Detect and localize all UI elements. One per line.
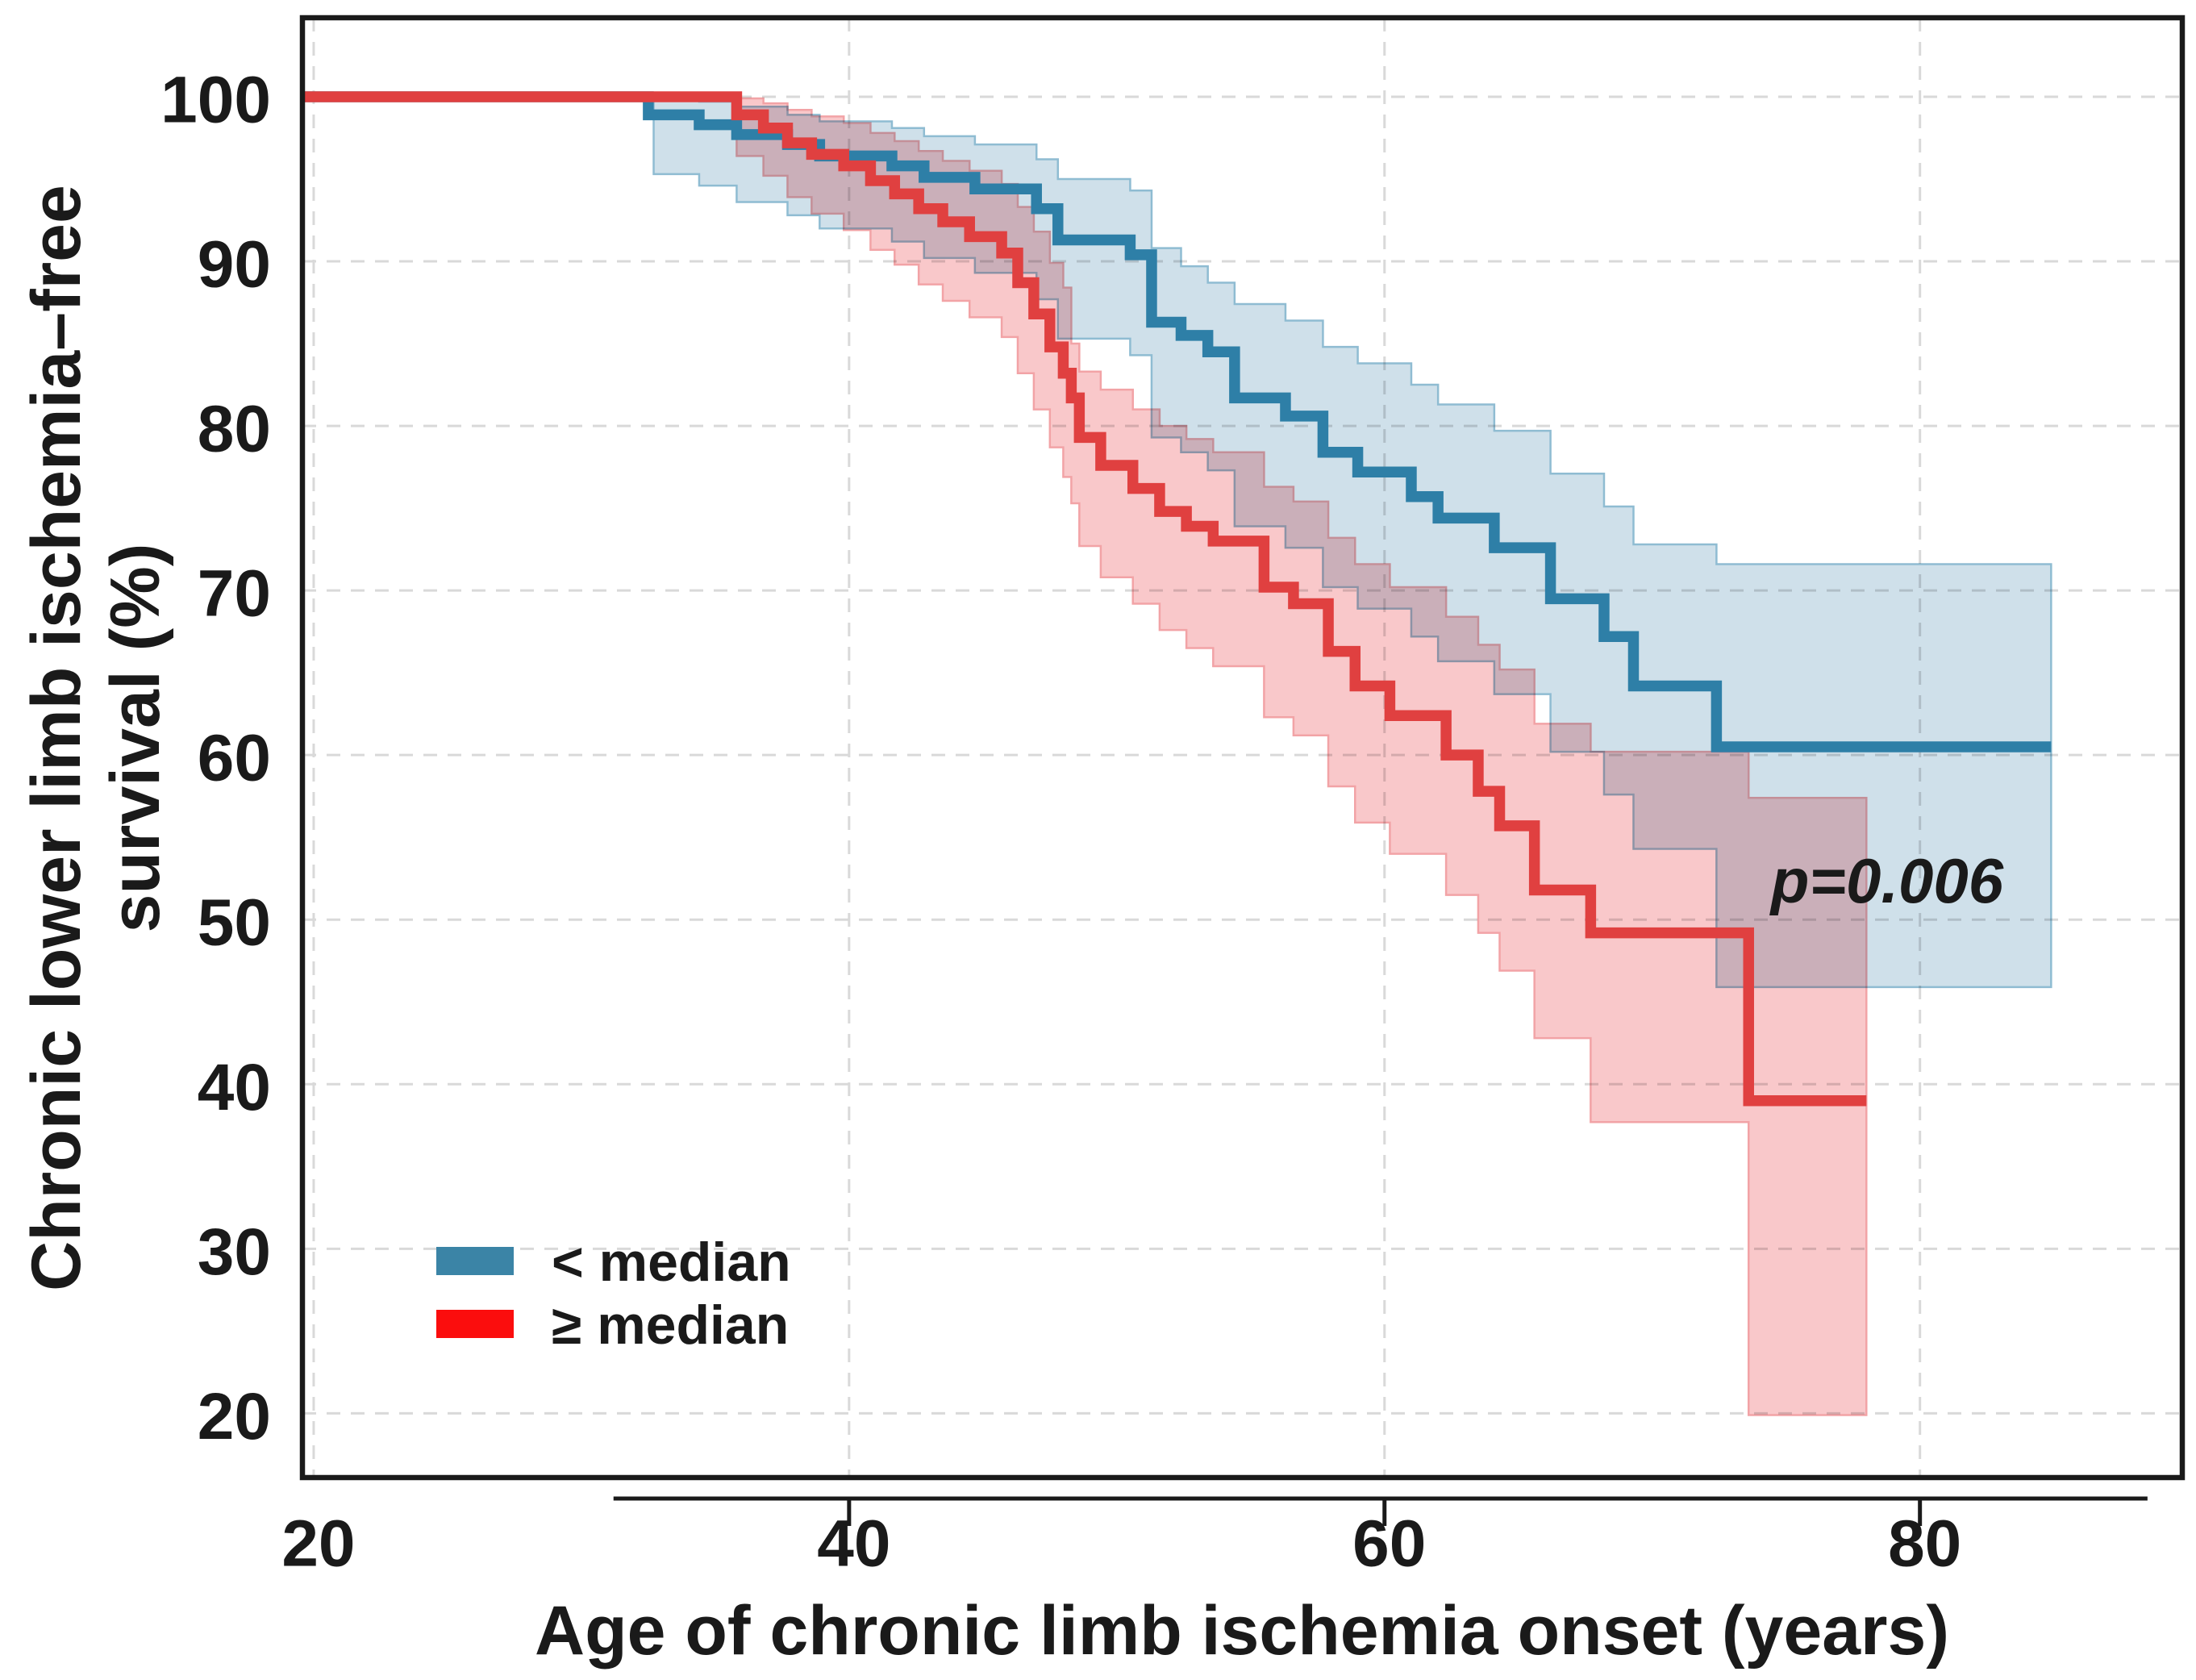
confidence-bands: [652, 97, 2052, 1416]
y-tick-label: 100: [160, 63, 271, 136]
ci-band-path-ge_median: [735, 97, 1868, 1416]
legend-label-ge-median: ≥ median: [552, 1294, 789, 1356]
y-tick-label: 90: [198, 228, 271, 302]
y-tick-label: 20: [198, 1380, 271, 1453]
x-tick-labels: 20 40 60 80: [281, 1507, 1961, 1581]
y-tick-label: 30: [198, 1215, 271, 1289]
x-tick-label: 20: [281, 1507, 355, 1581]
legend-swatch-lt-median: [436, 1247, 514, 1275]
survival-curves: [302, 91, 2052, 1107]
x-axis-line: [613, 1496, 2148, 1526]
legend-swatch-ge-median: [436, 1310, 514, 1338]
y-tick-label: 40: [198, 1051, 271, 1124]
legend-label-lt-median: < median: [552, 1232, 791, 1293]
plot-frame: [299, 15, 2186, 1481]
legend: < median ≥ median: [436, 1232, 791, 1356]
x-tick-label: 40: [817, 1507, 890, 1581]
y-axis-title-line2: survival (%): [97, 544, 174, 933]
km-curve-ge_median: [302, 91, 1867, 1107]
p-value-annotation: p=0.006: [1769, 845, 2004, 916]
x-tick-label: 60: [1352, 1507, 1426, 1581]
y-tick-label: 60: [198, 722, 271, 795]
y-tick-label: 50: [198, 886, 271, 960]
y-tick-label: 70: [198, 557, 271, 631]
ci-band-ge_median: [735, 97, 1868, 1416]
y-tick-labels: 100 90 80 70 60 50 40 30 20: [160, 63, 271, 1453]
y-axis-title-line1: Chronic lower limb ischemia–free: [18, 185, 95, 1291]
y-tick-label: 80: [198, 393, 271, 466]
x-axis-title: Age of chronic limb ischemia onset (year…: [535, 1592, 1949, 1670]
x-tick-label: 80: [1888, 1507, 1961, 1581]
